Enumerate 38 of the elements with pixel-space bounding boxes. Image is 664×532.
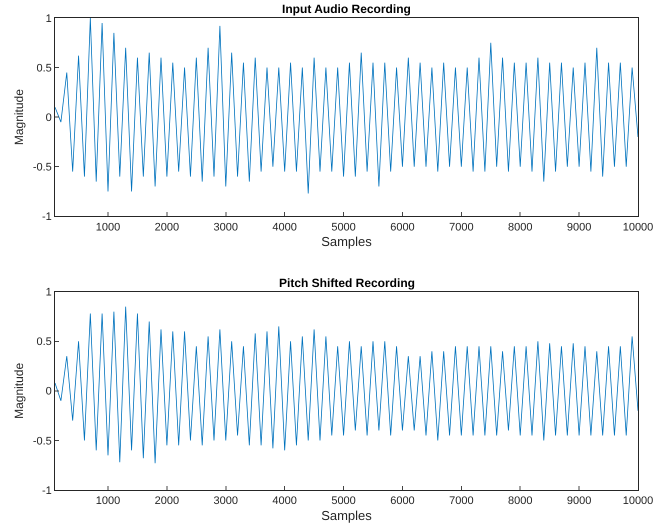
y-tick-label: 1: [46, 12, 52, 25]
chart-title: Input Audio Recording: [282, 2, 411, 16]
x-tick-label: 1000: [96, 495, 120, 508]
x-tick-label: 2000: [154, 221, 180, 234]
y-tick-label: 0: [46, 112, 52, 124]
x-axis-title: Samples: [321, 234, 372, 250]
y-tick-label: -0.5: [32, 162, 52, 174]
y-tick-label: 1: [46, 286, 52, 299]
x-tick-label: 3000: [214, 221, 238, 234]
x-tick-label: 10000: [622, 221, 654, 234]
x-tick-label: 7000: [449, 495, 474, 508]
y-tick-label: 0: [46, 386, 52, 398]
x-tick-label: 2000: [154, 495, 180, 508]
x-tick-label: 10000: [622, 495, 654, 508]
y-tick-label: -0.5: [32, 435, 52, 448]
y-axis-title: Magnitude: [12, 362, 26, 419]
x-tick-label: 3000: [214, 495, 238, 508]
line-series: [55, 18, 638, 194]
line-series: [55, 306, 638, 464]
y-tick-label: -1: [42, 484, 52, 497]
x-tick-label: 4000: [272, 495, 297, 508]
x-tick-label: 9000: [566, 221, 592, 234]
y-axis-title: Magnitude: [12, 88, 26, 146]
x-tick-label: 4000: [272, 221, 297, 234]
x-tick-label: 9000: [566, 495, 592, 508]
y-tick-label: -1: [42, 211, 52, 224]
x-tick-label: 8000: [508, 221, 532, 234]
x-tick-label: 8000: [508, 495, 532, 508]
x-tick-label: 7000: [449, 221, 474, 234]
x-tick-label: 6000: [390, 495, 415, 508]
y-tick-label: 0.5: [36, 336, 52, 348]
x-tick-label: 5000: [331, 221, 356, 234]
x-tick-label: 1000: [96, 221, 120, 234]
chart-title: Pitch Shifted Recording: [279, 276, 416, 290]
y-tick-label: 0.5: [36, 62, 52, 74]
x-axis-title: Samples: [321, 508, 372, 523]
x-tick-label: 6000: [390, 221, 415, 234]
x-tick-label: 5000: [331, 495, 356, 508]
